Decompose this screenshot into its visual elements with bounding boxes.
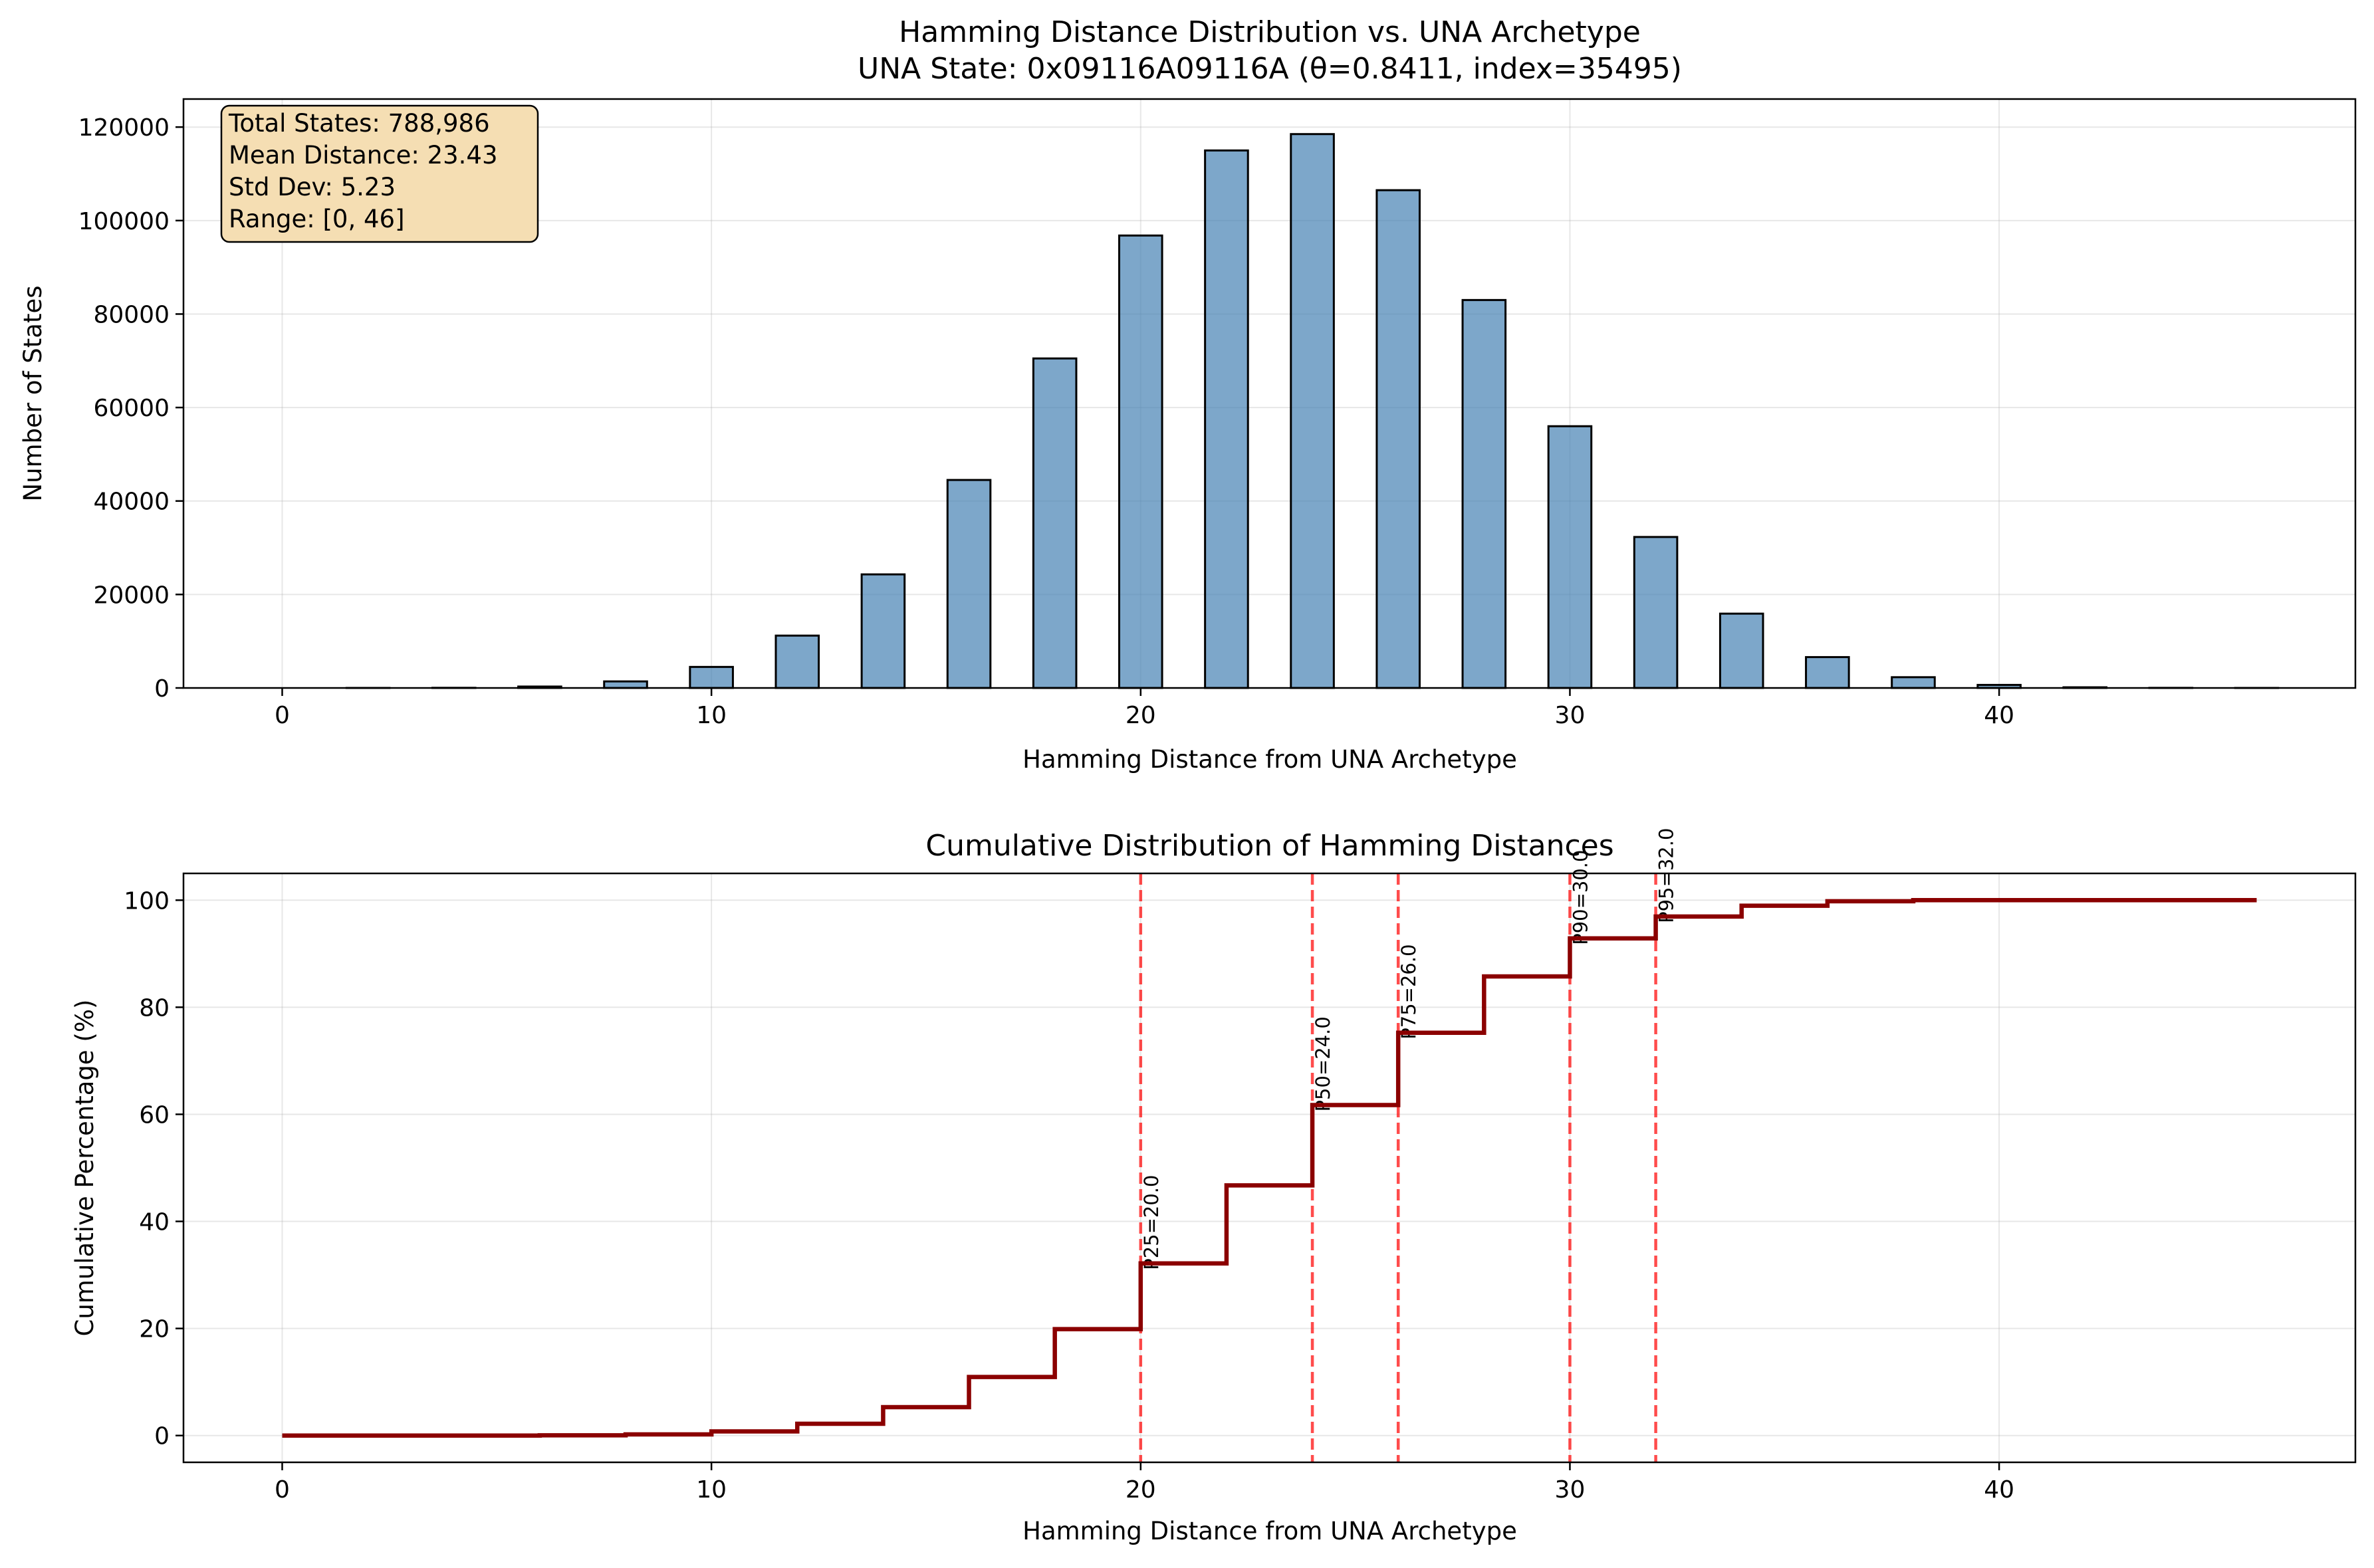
histogram-bar (1375, 189, 1421, 689)
hist-x-tick-label: 30 (1555, 702, 1586, 729)
stats-box-background (220, 104, 539, 243)
hist-y-tick-label: 60000 (93, 395, 170, 422)
hist-y-tick-label: 20000 (93, 582, 170, 609)
cdf-x-tick-label: 10 (696, 1476, 727, 1504)
cdf-percentile-lines: P25=20.0 P50=24.0 P75=26.0 P90=30.0 P95=32.0 (1139, 828, 1678, 1462)
cdf-title: Cumulative Distribution of Hamming Dista… (925, 829, 1613, 863)
cdf-x-tick-label: 0 (275, 1476, 290, 1504)
hist-title: Hamming Distance Distribution vs. UNA Ar… (899, 15, 1641, 49)
hist-y-tick-label: 120000 (78, 114, 170, 142)
histogram-bar (1461, 298, 1507, 689)
histogram-bar (603, 680, 648, 689)
percentile-label: P95=32.0 (1655, 828, 1678, 923)
hist-x-tick-label: 0 (275, 702, 290, 729)
hist-x-tick-label: 20 (1126, 702, 1156, 729)
stats-range: Range: [0, 46] (229, 205, 405, 233)
cdf-xlabel: Hamming Distance from UNA Archetype (1022, 1517, 1517, 1545)
hist-x-tick-label: 40 (1984, 702, 2014, 729)
cdf-y-tick-label: 100 (124, 887, 170, 915)
histogram-bar (1633, 536, 1679, 689)
histogram-bar (1032, 357, 1078, 689)
stats-std: Std Dev: 5.23 (229, 173, 396, 201)
hist-y-tick-label: 0 (154, 675, 170, 703)
hist-ticks: 0 10 20 30 40 0 20000 40000 60000 80000 100000 1200… (78, 114, 2014, 729)
hist-axes-frame (182, 98, 2357, 689)
histogram-bar (1290, 133, 1335, 689)
stats-mean: Mean Distance: 23.43 (229, 141, 498, 169)
stats-total: Total States: 788,986 (228, 109, 490, 138)
percentile-label: P75=26.0 (1397, 944, 1420, 1039)
percentile-label: P90=30.0 (1569, 850, 1592, 945)
cdf-grid (183, 873, 2355, 1462)
cdf-x-tick-label: 30 (1555, 1476, 1586, 1504)
hist-y-tick-label: 80000 (93, 301, 170, 328)
histogram-bar (774, 634, 820, 689)
cdf-y-tick-label: 60 (139, 1101, 170, 1129)
histogram-bar (1204, 149, 1249, 689)
hist-subtitle: UNA State: 0x09116A09116A (θ=0.8411, ind… (858, 52, 1682, 86)
cdf-y-tick-label: 40 (139, 1209, 170, 1236)
histogram-bar (946, 479, 992, 689)
cdf-x-tick-label: 40 (1984, 1476, 2014, 1504)
cdf-axes-frame (182, 872, 2357, 1464)
histogram-bar (1805, 656, 1850, 689)
histogram-bar (689, 665, 734, 689)
cdf-ticks: 0 10 20 30 40 0 20 40 60 80 100 (124, 887, 2014, 1504)
percentile-label: P50=24.0 (1312, 1016, 1334, 1111)
cdf-step-line (282, 898, 2257, 1438)
hist-bars (345, 133, 2280, 689)
cdf-y-tick-label: 80 (139, 994, 170, 1022)
histogram-bar (1547, 425, 1593, 689)
percentile-label: P25=20.0 (1140, 1175, 1163, 1270)
cdf-x-tick-label: 20 (1126, 1476, 1156, 1504)
histogram-bar (1118, 234, 1163, 689)
cdf-y-tick-label: 0 (154, 1423, 170, 1450)
cdf-ylabel: Cumulative Percentage (%) (70, 1000, 99, 1337)
histogram-bar (1891, 676, 1936, 689)
hist-xlabel: Hamming Distance from UNA Archetype (1022, 745, 1517, 774)
hist-y-tick-label: 40000 (93, 489, 170, 516)
hist-y-tick-label: 100000 (78, 208, 170, 235)
hist-x-tick-label: 10 (696, 702, 727, 729)
histogram-bar (860, 573, 906, 689)
stats-box: Total States: 788,986 Mean Distance: 23.… (220, 104, 539, 243)
hist-ylabel: Number of States (19, 285, 47, 501)
histogram-bar (1719, 612, 1764, 689)
cdf-y-tick-label: 20 (139, 1316, 170, 1343)
